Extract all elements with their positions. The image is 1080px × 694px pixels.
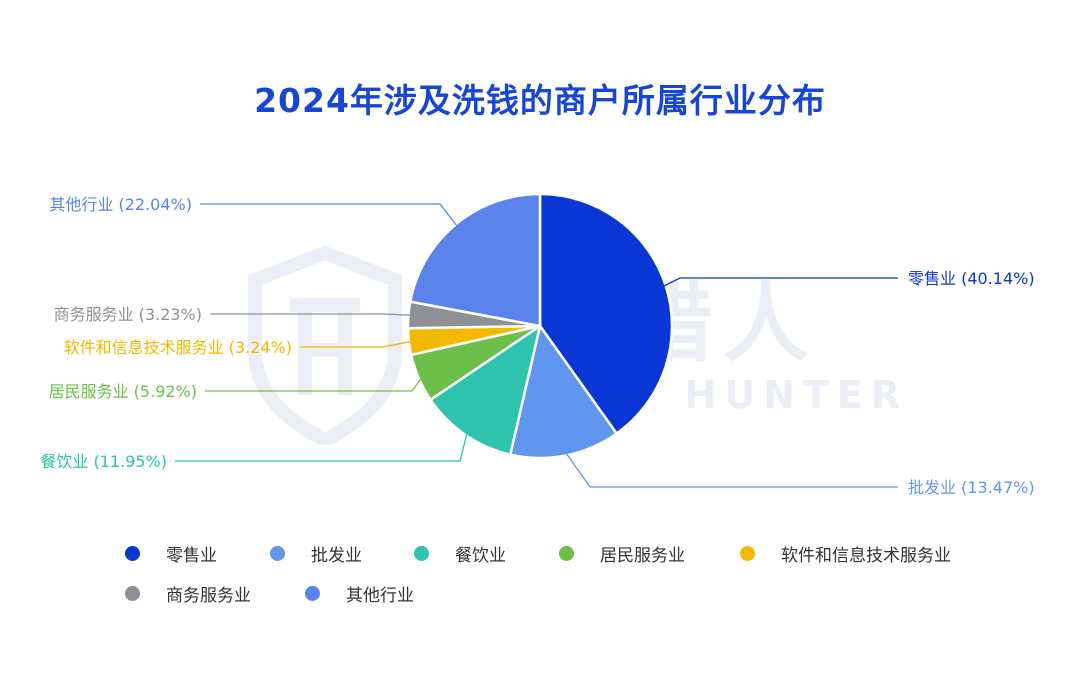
legend-item: 餐饮业 — [414, 541, 506, 566]
leader-line — [205, 376, 423, 392]
leader-line — [564, 451, 898, 488]
data-label: 居民服务业 (5.92%) — [49, 382, 197, 401]
legend-item: 软件和信息技术服务业 — [740, 541, 951, 566]
chart-title: 2024年涉及洗钱的商户所属行业分布 — [254, 81, 826, 120]
legend-marker — [270, 545, 285, 561]
legend-marker — [125, 545, 140, 561]
leader-line — [661, 277, 898, 288]
legend-marker — [740, 545, 755, 561]
legend-label: 零售业 — [166, 545, 217, 566]
data-label: 餐饮业 (11.95%) — [40, 452, 167, 471]
pie-slice — [508, 323, 619, 460]
legend-label: 商务服务业 — [166, 585, 251, 606]
legend-marker — [414, 545, 429, 561]
legend-item: 商务服务业 — [125, 581, 251, 606]
legend-item: 其他行业 — [305, 581, 414, 606]
data-label: 其他行业 (22.04%) — [49, 195, 192, 214]
data-label: 批发业 (13.47%) — [908, 478, 1035, 497]
data-label: 商务服务业 (3.23%) — [54, 305, 202, 324]
legend-item: 居民服务业 — [559, 541, 685, 566]
leader-line — [210, 313, 413, 316]
pie-slice — [408, 192, 542, 328]
legend-marker — [125, 585, 140, 601]
leader-line — [175, 431, 469, 462]
legend-label: 餐饮业 — [455, 545, 506, 566]
data-label: 软件和信息技术服务业 (3.24%) — [64, 338, 292, 357]
legend-item: 零售业 — [125, 541, 217, 566]
legend-label: 批发业 — [311, 545, 362, 566]
leader-line — [200, 203, 459, 228]
legend-marker — [559, 545, 574, 561]
pie-slice — [428, 323, 542, 457]
legend-label: 居民服务业 — [600, 545, 685, 566]
legend-marker — [305, 585, 320, 601]
legend-item: 批发业 — [270, 541, 362, 566]
leader-line — [300, 340, 414, 348]
legend-label: 其他行业 — [346, 585, 414, 606]
data-label: 零售业 (40.14%) — [908, 269, 1035, 288]
legend-label: 软件和信息技术服务业 — [781, 545, 951, 566]
